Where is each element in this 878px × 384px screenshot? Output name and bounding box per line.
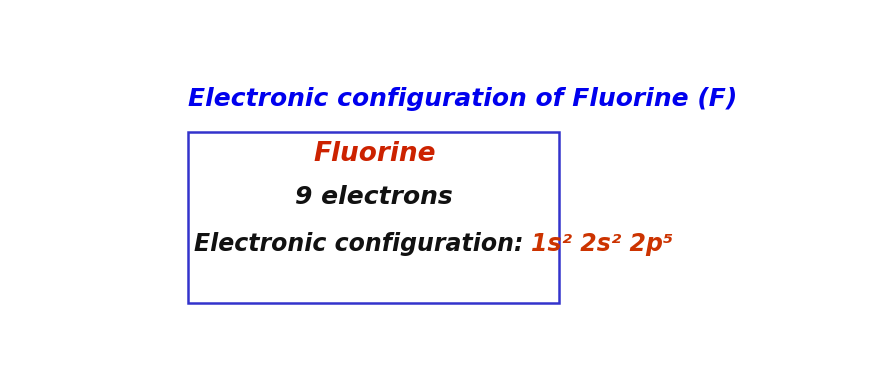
Text: 1s² 2s² 2p⁵: 1s² 2s² 2p⁵ xyxy=(531,232,673,256)
Text: Fluorine: Fluorine xyxy=(313,141,435,167)
Text: 9 electrons: 9 electrons xyxy=(295,185,452,209)
FancyBboxPatch shape xyxy=(188,132,559,303)
Text: Electronic configuration of Fluorine (F): Electronic configuration of Fluorine (F) xyxy=(188,87,737,111)
Text: Electronic configuration:: Electronic configuration: xyxy=(193,232,531,256)
